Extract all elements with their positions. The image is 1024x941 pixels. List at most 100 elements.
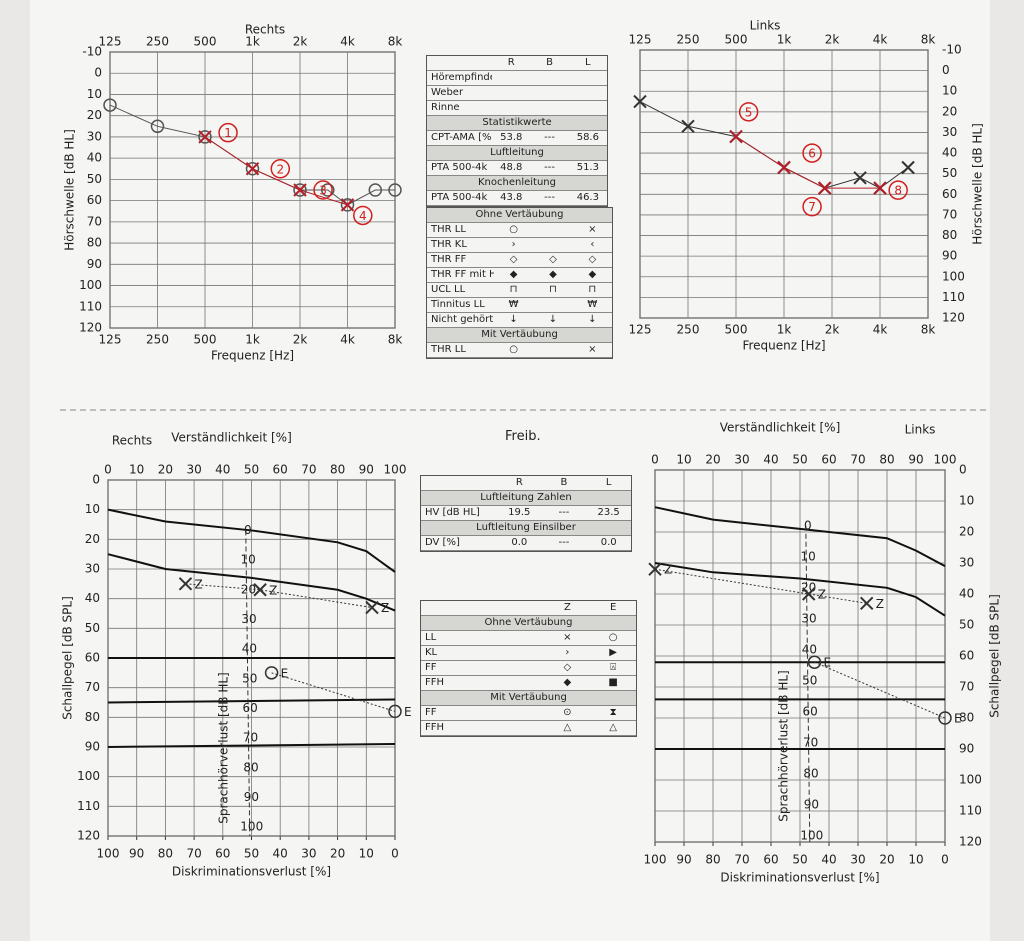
reference-curve — [107, 743, 396, 748]
table: Z E Ohne Vertäubung LL × ○ KL › ▶ FF ◇ ⍓ FFH ◆ ■ Mit Ve… — [420, 600, 637, 737]
point-label: Z — [269, 583, 277, 597]
column-header: Z — [544, 601, 591, 616]
x2-tick-label: 70 — [186, 847, 201, 861]
cell — [498, 676, 545, 691]
x2-tick-label: 100 — [644, 853, 667, 867]
table: R B L Luftleitung Zahlen HV [dB HL] 19.5 --- 23… — [420, 475, 632, 552]
y-tick-label: 60 — [85, 651, 100, 665]
cell: 19.5 — [496, 506, 542, 521]
y-tick-label: 120 — [959, 835, 982, 849]
inner-tick-label: 10 — [801, 549, 816, 563]
x-tick-label: 1k — [245, 35, 260, 49]
cell: ⊓ — [572, 283, 612, 298]
y-tick-label: 110 — [942, 290, 965, 304]
y-axis-label: Schallpegel [dB SPL] — [988, 594, 1002, 718]
marker-cross — [648, 562, 662, 576]
inner-tick-label: 0 — [804, 518, 812, 532]
y-tick-label: 100 — [79, 278, 102, 292]
marker-cross — [633, 94, 647, 109]
x2-axis-label: Diskriminationsverlust [%] — [720, 871, 879, 885]
marker-circle — [198, 130, 212, 144]
marker-cross — [801, 587, 816, 601]
x-tick-label: 125 — [629, 323, 652, 337]
cell: ⊓ — [533, 283, 573, 298]
annotation: 7 — [808, 200, 816, 214]
x-tick-label: 0 — [104, 463, 112, 477]
annotation-ring — [888, 180, 908, 200]
y-tick-label: 0 — [959, 463, 967, 477]
y-tick-label: 60 — [959, 649, 974, 663]
cell: --- — [541, 536, 587, 551]
y-tick-label: -10 — [942, 43, 962, 57]
cell — [568, 86, 607, 101]
x-tick-label: 40 — [215, 463, 230, 477]
marker-cross — [340, 198, 355, 212]
point-label: E — [281, 666, 289, 680]
y-tick-label: 70 — [87, 214, 102, 228]
cell — [492, 71, 531, 86]
cell: ⧗ — [590, 706, 636, 721]
x-tick-label: 500 — [194, 35, 217, 49]
x-tick-label: 8k — [388, 35, 403, 49]
y-tick-label: 90 — [85, 740, 100, 754]
section-heading: Ohne Vertäubung — [421, 616, 636, 631]
section-heading: Luftleitung Einsilber — [421, 521, 631, 536]
x-tick-label: 2k — [825, 323, 840, 337]
y-tick-label: 110 — [77, 799, 100, 813]
x2-tick-label: 40 — [821, 853, 836, 867]
reference-curve — [654, 562, 946, 617]
x-tick-label: 8k — [388, 333, 403, 347]
annotation: 8 — [894, 184, 902, 198]
cell: ◆ — [544, 676, 591, 691]
x-tick-label: 1k — [245, 333, 260, 347]
cell: ◆ — [572, 268, 612, 283]
series-line — [204, 136, 348, 206]
x-tick-label: 60 — [273, 463, 288, 477]
header-cell — [421, 476, 497, 491]
inner-tick-label: 50 — [802, 673, 817, 687]
cell — [533, 298, 573, 313]
annotation-ring — [802, 143, 822, 163]
column-header: B — [541, 476, 587, 491]
row-label: KL — [421, 646, 499, 661]
point-label: Z — [194, 577, 202, 591]
inner-tick-label: 100 — [800, 828, 823, 842]
cell: --- — [530, 191, 569, 206]
row-label: LL — [421, 631, 499, 646]
cell: › — [544, 646, 591, 661]
annotation-ring — [270, 159, 291, 179]
x-tick-label: 20 — [705, 453, 720, 467]
x-tick-label: 20 — [158, 463, 173, 477]
row-label: THR LL — [427, 223, 494, 238]
y-tick-label: 20 — [942, 104, 957, 118]
column-header: B — [530, 56, 569, 71]
x-tick-label: 10 — [129, 463, 144, 477]
x-tick-label: 1k — [777, 323, 792, 337]
x2-tick-label: 60 — [215, 847, 230, 861]
inner-tick-label: 40 — [242, 642, 257, 656]
marker-cross — [853, 171, 867, 185]
y-tick-label: 100 — [942, 269, 965, 283]
cell: 53.8 — [492, 131, 531, 146]
marker-circle — [103, 98, 117, 112]
x-tick-label: 60 — [821, 453, 836, 467]
inner-tick-label: 20 — [801, 580, 816, 594]
inner-tick-label: 30 — [801, 611, 816, 625]
annotation-ring — [353, 205, 373, 226]
x-tick-label: 70 — [301, 463, 316, 477]
inner-tick-label: 60 — [803, 704, 818, 718]
table: RBL HörempfindenWeberRinneStatistikwerteC… — [426, 55, 608, 207]
y-tick-label: 80 — [942, 228, 957, 242]
cell — [498, 631, 545, 646]
x-tick-label: 1k — [777, 33, 792, 47]
x-tick-label: 125 — [99, 333, 122, 347]
row-label: THR FF mit HG — [427, 268, 494, 283]
series-line — [735, 136, 880, 189]
chart-title: Links — [905, 423, 936, 437]
cell: ○ — [493, 343, 534, 358]
marker-circle — [368, 183, 383, 197]
cell: --- — [530, 131, 569, 146]
y-tick-label: 0 — [942, 63, 950, 77]
row-label: FFH — [421, 676, 499, 691]
column-header: R — [496, 476, 542, 491]
